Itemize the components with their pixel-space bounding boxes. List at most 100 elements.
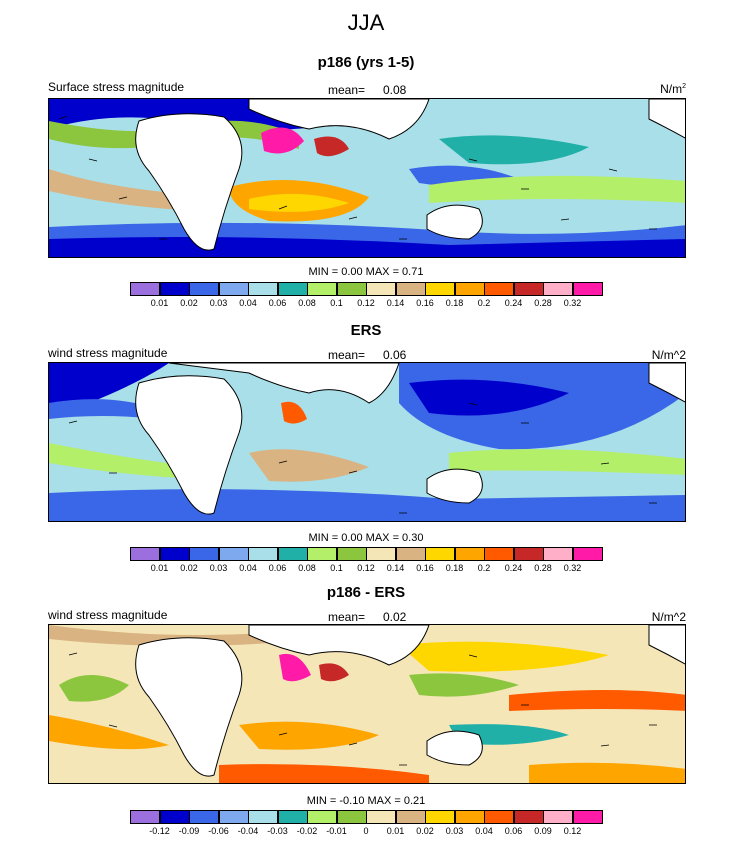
colorbar-tick-label: 0.04 <box>239 298 257 308</box>
australia-landmass <box>426 730 483 766</box>
colorbar-tick-label: 0.01 <box>150 298 169 308</box>
diff-region-pacific-trades <box>509 690 685 711</box>
colorbar-swatch <box>307 547 337 561</box>
colorbar-tick-label: 0.06 <box>268 563 287 573</box>
colorbar-swatch <box>395 810 426 824</box>
colorbar-tick-label: 0.02 <box>416 826 434 836</box>
colorbar-swatch <box>159 282 190 296</box>
panel-1-colorbar: 0.01 0.02 0.03 0.04 0.06 0.08 0.1 0.12 0.14 0.16 0… <box>130 282 603 312</box>
colorbar-tick-label: 0.12 <box>357 563 375 573</box>
panel-2-title: ERS <box>350 322 382 339</box>
colorbar-swatch <box>572 282 603 296</box>
colorbar-swatch <box>366 810 396 824</box>
panel-2-map <box>48 362 686 522</box>
colorbar-tick-label: -0.12 <box>149 826 170 836</box>
colorbar-tick-label: 0.28 <box>534 298 552 308</box>
panel-1-units: N/m2 <box>660 82 686 96</box>
colorbar-tick-label: 0.2 <box>477 563 491 573</box>
colorbar-tick-label: 0.14 <box>386 563 405 573</box>
colorbar-swatch <box>159 810 190 824</box>
colorbar-swatch <box>543 547 573 561</box>
panel-2-minmax: MIN = 0.00 MAX = 0.30 <box>308 532 424 544</box>
colorbar-swatch <box>218 282 249 296</box>
colorbar-swatch <box>395 547 426 561</box>
panel-3-mean-label: mean= <box>328 610 366 624</box>
africa-landmass <box>135 113 243 251</box>
colorbar-tick-label: -0.09 <box>178 826 200 836</box>
wind-jet-somali <box>261 127 304 154</box>
colorbar-swatch <box>248 547 278 561</box>
figure-title: JJA <box>347 10 385 35</box>
colorbar-swatch <box>130 282 160 296</box>
colorbar-swatch <box>543 810 573 824</box>
panel-1-map-svg <box>49 99 685 257</box>
colorbar-tick-label: 0.1 <box>330 563 343 573</box>
colorbar-tick-label: 0.24 <box>504 563 523 573</box>
colorbar-swatch <box>425 810 455 824</box>
wind-band-north-pacific <box>439 135 589 165</box>
colorbar-tick-label: -0.06 <box>208 826 229 836</box>
diff-band-southern-pacific <box>529 762 685 783</box>
colorbar-swatch <box>277 547 308 561</box>
wind-band-atlantic-trades <box>49 169 199 211</box>
wind-band-indian-core <box>249 193 349 212</box>
panel-3-title: p186 - ERS <box>326 584 406 601</box>
panel-3-minmax: MIN = -0.10 MAX = 0.21 <box>306 795 426 807</box>
colorbar-swatch <box>159 547 190 561</box>
colorbar-tick-label: 0.28 <box>534 563 552 573</box>
colorbar-swatch <box>248 282 278 296</box>
panel-2-mean-value: 0.06 <box>383 348 407 362</box>
panel-3-variable-label: wind stress magnitude <box>48 608 168 622</box>
diff-region-bengal <box>319 663 349 682</box>
colorbar-tick-label: 0.16 <box>416 563 434 573</box>
panel-2-colorbar: 0.01 0.02 0.03 0.04 0.06 0.08 0.1 0.12 0.14 0.16 0… <box>130 547 603 577</box>
panel-3-mean-value: 0.02 <box>383 610 407 624</box>
australia-landmass <box>426 468 483 504</box>
panel-3-map <box>48 624 686 784</box>
colorbar-swatch <box>572 810 603 824</box>
colorbar-swatch <box>218 810 249 824</box>
colorbar-swatch <box>454 282 485 296</box>
colorbar-tick-label: 0.08 <box>298 298 316 308</box>
colorbar-swatch <box>189 810 219 824</box>
panel-2-map-svg <box>49 363 685 521</box>
colorbar-swatch <box>395 282 426 296</box>
panel-1-mean-label: mean= <box>328 83 366 97</box>
colorbar-swatch <box>454 547 485 561</box>
colorbar-swatch <box>366 282 396 296</box>
colorbar-tick-label: 0.06 <box>504 826 523 836</box>
colorbar-tick-label: 0.18 <box>445 298 464 308</box>
colorbar-tick-label: 0.24 <box>504 298 523 308</box>
panel-2-units: N/m^2 <box>651 348 686 362</box>
wind-vectors <box>68 402 657 514</box>
colorbar-swatch <box>336 810 367 824</box>
colorbar-tick-label: 0.03 <box>209 563 228 573</box>
colorbar-tick-label: 0.1 <box>330 298 343 308</box>
colorbar-tick-label: 0.04 <box>239 563 257 573</box>
wind-band-indian-trades <box>249 449 369 482</box>
colorbar-tick-label: 0.04 <box>475 826 493 836</box>
eurasia-landmass <box>248 99 430 140</box>
colorbar-tick-label: 0.12 <box>563 826 582 836</box>
wind-band-midlat-north <box>49 399 159 419</box>
colorbar-tick-label: 0.02 <box>180 298 198 308</box>
panel-1-units-base: N/m <box>660 82 683 96</box>
wind-band-pacific-trades <box>449 449 685 475</box>
diff-region-atlantic <box>59 675 129 702</box>
colorbar-swatch <box>248 810 278 824</box>
diff-region-pacific-green <box>409 673 519 697</box>
diff-band-southern-indian <box>219 764 429 783</box>
diff-region-indian <box>239 721 379 750</box>
panel-3-units: N/m^2 <box>651 610 686 624</box>
africa-landmass <box>135 637 243 777</box>
panel-1-map <box>48 98 686 258</box>
wind-jet-somali <box>281 401 307 424</box>
australia-landmass <box>426 204 483 240</box>
colorbar-tick-label: 0.01 <box>150 563 169 573</box>
diff-region-somali <box>279 653 311 682</box>
colorbar-tick-label: -0.01 <box>326 826 347 836</box>
america-landmass <box>648 99 685 139</box>
colorbar-swatch <box>484 810 514 824</box>
colorbar-tick-label: 0.03 <box>209 298 228 308</box>
colorbar-swatch <box>425 547 455 561</box>
